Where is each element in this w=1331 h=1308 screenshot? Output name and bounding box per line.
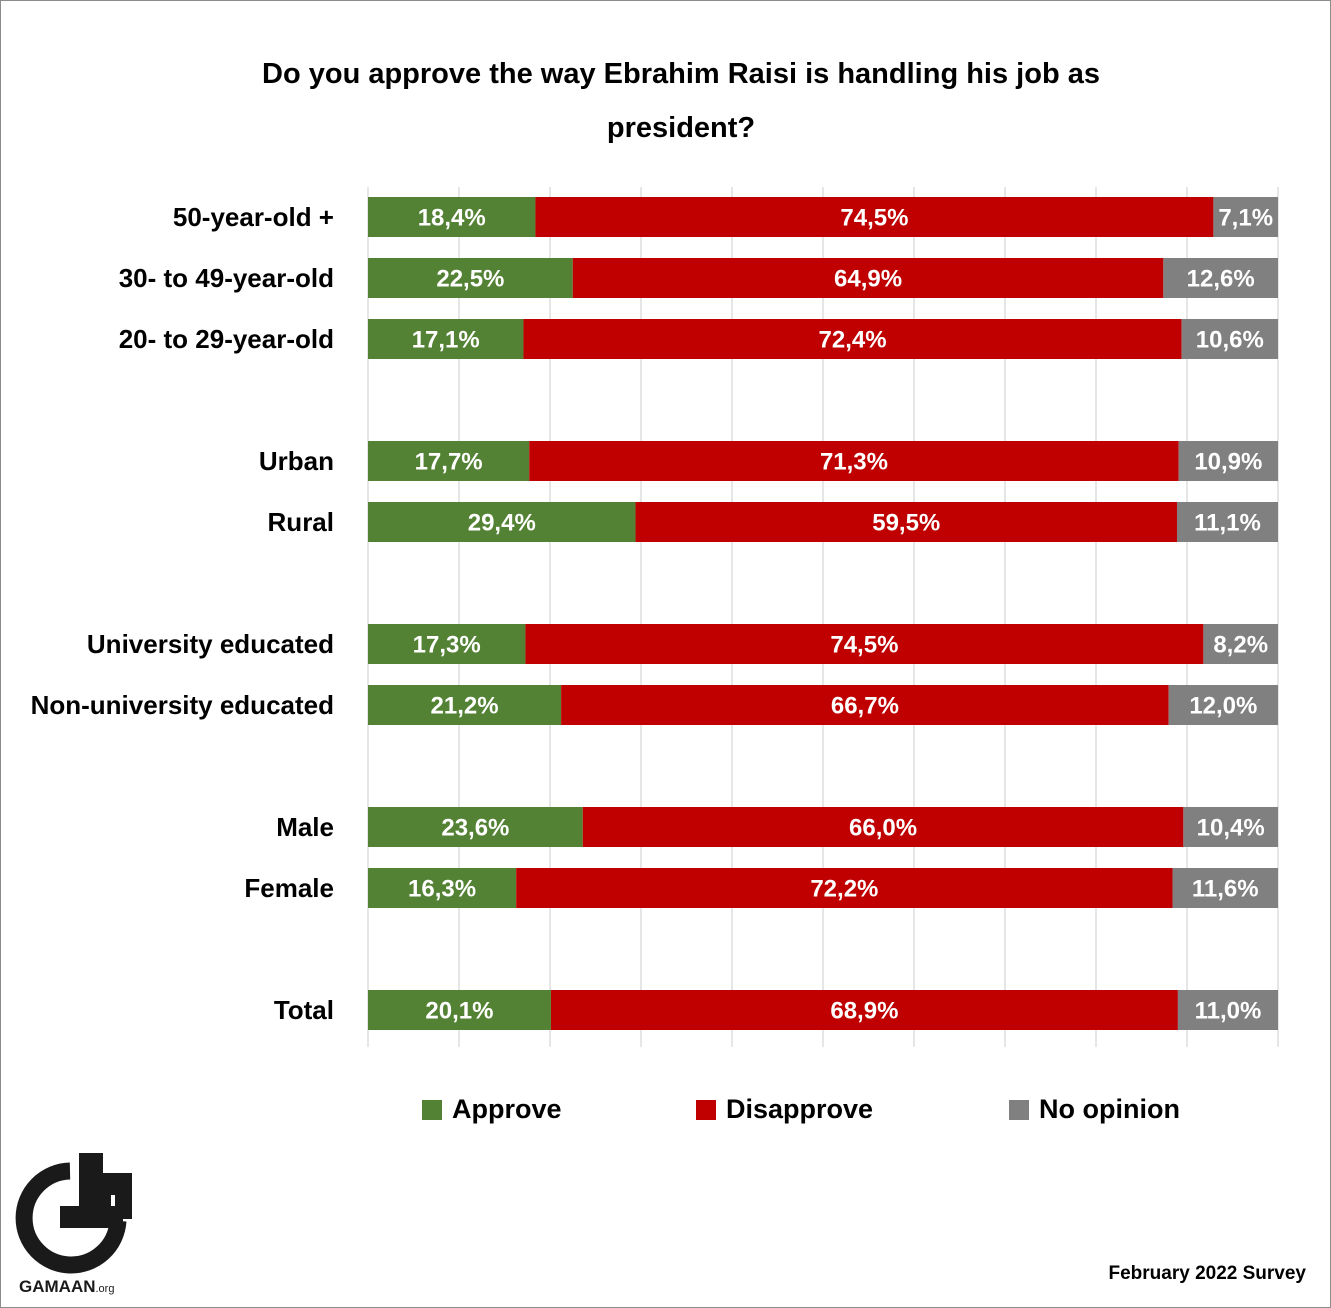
bar-segment-disapprove [561,685,1169,725]
data-label: 11,0% [1195,998,1262,1025]
category-label: Urban [259,446,334,476]
bar-segment-approve [368,868,517,908]
legend-item-disapprove: Disapprove [696,1094,873,1125]
data-label: 10,9% [1194,449,1262,476]
data-label: 22,5% [436,266,504,293]
legend-item-no-opinion: No opinion [1009,1094,1180,1125]
legend-label-disapprove: Disapprove [726,1094,874,1124]
bar-segment-no-opinion [1181,319,1278,359]
legend-label-no-opinion: No opinion [1039,1094,1180,1124]
category-label: University educated [87,629,334,659]
category-label: 30- to 49-year-old [119,263,334,293]
bar-segment-disapprove [572,258,1164,298]
data-label: 71,3% [820,449,888,476]
category-label: Male [276,812,334,842]
bar-segment-approve [368,502,636,542]
data-label: 11,6% [1192,876,1259,903]
bar-segment-approve [368,990,551,1030]
data-label: 23,6% [441,815,509,842]
category-label: Total [274,995,334,1025]
bar-segment-approve [368,624,526,664]
bar-segment-approve [368,685,562,725]
bar-segment-no-opinion [1168,685,1278,725]
bar-segment-approve [368,441,530,481]
data-label: 11,1% [1194,510,1261,537]
bar-segment-no-opinion [1172,868,1278,908]
plot-area: 50-year-old + 18,4% 74,5% 7,1% 30- to 49-yea… [31,187,1279,1047]
bar-segment-disapprove [525,624,1204,664]
bar-segment-disapprove [550,990,1178,1030]
legend-swatch-disapprove [696,1099,716,1120]
svg-text:GAMAAN.org: GAMAAN.org [19,1277,114,1296]
bar-segment-no-opinion [1176,502,1278,542]
bar-segment-no-opinion [1163,258,1278,298]
category-label: Female [244,873,334,903]
data-label: 10,6% [1196,327,1264,354]
category-label: Rural [268,507,334,537]
legend-item-approve: Approve [422,1094,562,1125]
logo-text: GAMAAN [19,1277,96,1296]
data-label: 74,5% [840,205,908,232]
bar-segment-disapprove [516,868,1173,908]
data-label: 10,4% [1197,815,1265,842]
bar-segment-disapprove [635,502,1177,542]
data-label: 18,4% [418,205,486,232]
bar-segment-disapprove [535,197,1214,237]
survey-date: February 2022 Survey [1108,1263,1306,1284]
bar-segment-approve [368,807,583,847]
data-label: 59,5% [872,510,940,537]
legend-label-approve: Approve [452,1094,562,1124]
bar-segment-approve [368,197,536,237]
data-label: 68,9% [830,998,898,1025]
bar-segment-approve [368,319,524,359]
legend: Approve Disapprove No opinion [1,1094,1330,1134]
bar-segment-disapprove [529,441,1179,481]
data-label: 12,6% [1187,266,1255,293]
data-label: 21,2% [431,693,499,720]
chart-title-line-1: Do you approve the way Ebrahim Raisi is … [262,58,1100,90]
data-label: 7,1% [1218,205,1273,232]
data-label: 17,3% [413,632,481,659]
data-label: 66,7% [831,693,899,720]
data-label: 72,4% [819,327,887,354]
category-label: 50-year-old + [173,202,334,232]
legend-swatch-approve [422,1099,442,1120]
category-label: Non-university educated [31,690,334,720]
bar-segment-disapprove [582,807,1184,847]
bar-segment-disapprove [523,319,1182,359]
data-label: 74,5% [830,632,898,659]
chart-title-line-2: president? [606,112,756,144]
legend-swatch-no-opinion [1009,1099,1029,1120]
chart-title: Do you approve the way Ebrahim Raisi is … [131,47,1231,155]
bar-segment-no-opinion [1203,624,1278,664]
category-label: 20- to 29-year-old [119,324,334,354]
bar-segment-approve [368,258,573,298]
data-label: 16,3% [408,876,476,903]
logo-suffix: .org [96,1283,115,1295]
bar-segment-no-opinion [1178,441,1278,481]
data-label: 17,7% [415,449,483,476]
bar-segment-no-opinion [1213,197,1278,237]
gamaan-logo-mark [15,1153,132,1274]
data-label: 8,2% [1213,632,1268,659]
data-label: 20,1% [425,998,493,1025]
data-label: 12,0% [1189,693,1257,720]
bar-segment-no-opinion [1177,990,1278,1030]
data-label: 66,0% [849,815,917,842]
data-label: 64,9% [834,266,902,293]
gamaan-logo: GAMAAN.org [15,1153,132,1296]
data-label: 72,2% [810,876,878,903]
data-label: 29,4% [468,510,536,537]
data-label: 17,1% [412,327,480,354]
bar-segment-no-opinion [1183,807,1278,847]
